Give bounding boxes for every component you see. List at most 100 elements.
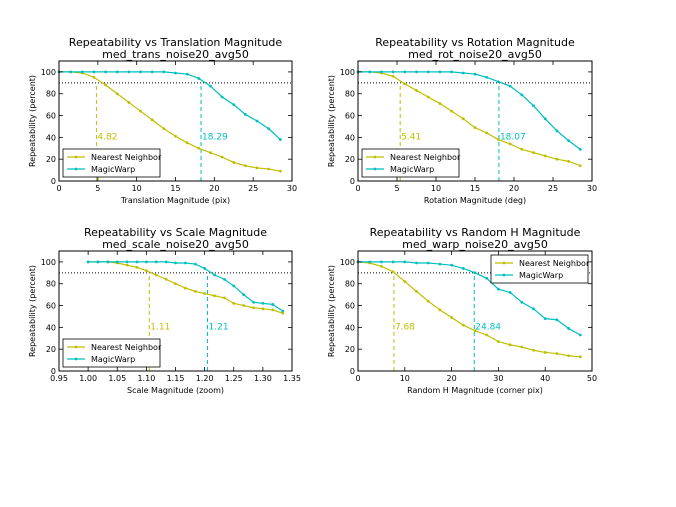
chart-subtitle: med_rot_noise20_avg50 (408, 48, 542, 61)
x-tick-label: 1.15 (167, 374, 185, 383)
data-point-2-4 (115, 260, 119, 264)
x-tick-label: 1.35 (283, 374, 301, 383)
series-line-2 (358, 71, 581, 150)
data-point-1-17 (244, 164, 247, 168)
y-tick-label: 80 (345, 90, 355, 99)
legend-box (62, 338, 161, 368)
data-point-1-17 (543, 351, 547, 354)
data-point-1-20 (271, 308, 275, 312)
data-point-1-7 (426, 299, 430, 303)
data-point-2-12 (185, 72, 189, 76)
data-point-1-11 (174, 134, 177, 138)
data-point-1-9 (450, 109, 453, 113)
data-point-2-7 (426, 70, 430, 74)
x-tick-label: 20 (447, 374, 457, 383)
legend: Nearest Neighbor MagicWarp (361, 148, 461, 178)
data-point-2-10 (174, 261, 177, 265)
data-point-1-3 (380, 264, 383, 268)
data-point-2-8 (154, 260, 158, 264)
data-point-1-5 (403, 280, 407, 283)
y-tick-label: 60 (46, 302, 56, 311)
data-point-2-10 (162, 70, 166, 74)
data-point-1-6 (415, 89, 418, 92)
data-point-1-19 (267, 167, 271, 171)
y-tick-label: 80 (46, 90, 56, 99)
data-point-1-18 (555, 352, 559, 355)
chart-title: Repeatability vs Random H Magnitude (370, 226, 581, 239)
data-point-2-21 (281, 309, 285, 313)
y-tick-label: 100 (41, 68, 56, 77)
series-line-1 (357, 261, 581, 358)
y-axis-label: Repeatability (percent) (28, 265, 37, 357)
legend-entry-1: Nearest Neighbor (91, 343, 162, 352)
data-point-2-18 (252, 300, 255, 304)
data-point-2-13 (203, 267, 207, 270)
data-point-2-9 (164, 260, 168, 264)
data-point-1-15 (223, 296, 226, 300)
data-point-2-14 (508, 291, 512, 294)
series-line-1 (59, 71, 281, 172)
data-point-1-8 (438, 102, 442, 105)
data-point-2-3 (380, 260, 383, 264)
y-tick-label: 60 (46, 112, 56, 121)
data-point-1-18 (255, 166, 259, 170)
x-tick-label: 5 (394, 184, 399, 193)
data-point-2-12 (485, 276, 489, 280)
data-point-2-19 (567, 139, 570, 143)
data-point-2-14 (508, 84, 512, 88)
chart-3: Repeatability vs Scale Magnitudemed_scal… (28, 226, 301, 395)
data-point-2-13 (497, 80, 500, 84)
y-tick-label: 60 (345, 112, 355, 121)
series-line-2 (358, 261, 581, 336)
data-point-2-18 (555, 129, 559, 133)
data-point-1-12 (485, 131, 489, 135)
threshold-label-1: 1.11 (150, 323, 170, 333)
x-tick-label: 50 (587, 374, 597, 383)
data-point-1-10 (174, 282, 177, 286)
y-tick-label: 0 (51, 367, 56, 376)
data-point-1-11 (184, 286, 187, 290)
series-line-2 (59, 71, 281, 140)
data-point-2-3 (80, 70, 84, 74)
x-tick-label: 1.00 (79, 374, 97, 383)
data-point-2-9 (450, 263, 453, 267)
chart-title: Repeatability vs Scale Magnitude (84, 226, 267, 239)
data-point-1-6 (415, 289, 418, 293)
data-point-2-4 (391, 70, 395, 74)
threshold-label-1: 4.82 (97, 133, 117, 143)
y-tick-label: 0 (51, 177, 56, 186)
data-point-2-6 (135, 260, 139, 264)
x-tick-label: 10 (431, 184, 441, 193)
data-point-1-14 (508, 142, 512, 146)
data-point-1-14 (213, 294, 216, 298)
x-tick-label: 15 (170, 184, 180, 193)
x-tick-label: 1.25 (225, 374, 243, 383)
data-point-2-8 (438, 70, 442, 74)
data-point-2-12 (193, 262, 197, 266)
data-point-2-13 (197, 77, 201, 80)
legend-marker-2 (502, 273, 506, 277)
legend-entry-1: Nearest Neighbor (390, 153, 461, 162)
data-point-1-21 (281, 311, 285, 315)
data-point-1-13 (497, 340, 500, 343)
x-tick-label: 0 (56, 184, 61, 193)
data-point-2-14 (213, 273, 216, 277)
chart-subtitle: med_trans_noise20_avg50 (102, 48, 249, 61)
data-point-2-11 (473, 72, 477, 76)
x-tick-label: 20 (509, 184, 519, 193)
data-point-2-14 (209, 84, 212, 88)
chart-subtitle: med_warp_noise20_avg50 (402, 238, 548, 251)
data-point-1-12 (193, 289, 197, 293)
data-point-2-15 (520, 300, 524, 304)
x-tick-label: 5 (95, 184, 100, 193)
data-point-2-15 (223, 277, 226, 281)
data-point-2-10 (461, 71, 465, 75)
data-point-2-10 (461, 267, 465, 270)
data-point-1-5 (104, 83, 107, 87)
data-point-1-19 (261, 307, 265, 311)
x-tick-label: 30 (287, 184, 297, 193)
y-tick-label: 20 (46, 345, 56, 354)
data-point-1-8 (139, 109, 142, 113)
legend: Nearest Neighbor MagicWarp (490, 254, 590, 284)
legend-marker-2 (74, 167, 78, 171)
